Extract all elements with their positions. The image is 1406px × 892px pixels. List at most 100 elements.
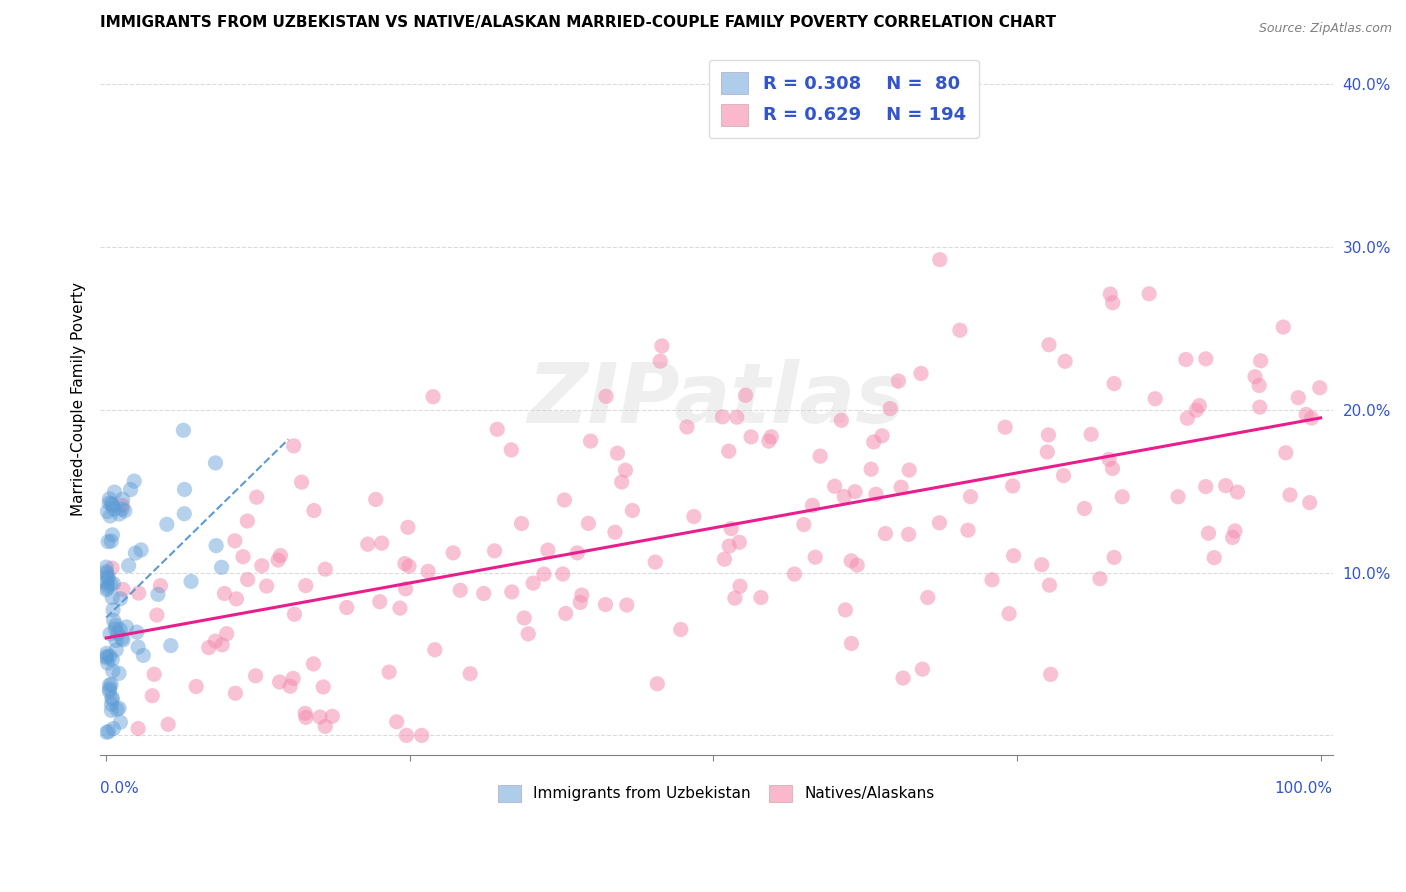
Point [294, 579, 316, 593]
Point [395, 728, 418, 742]
Point [1001, 479, 1024, 493]
Point [124, 546, 146, 560]
Point [1226, 485, 1249, 500]
Point [651, 339, 673, 353]
Point [173, 507, 195, 521]
Point [834, 603, 856, 617]
Point [1198, 526, 1220, 541]
Point [1167, 490, 1189, 504]
Point [98, 491, 121, 506]
Point [100, 497, 122, 511]
Point [1275, 446, 1298, 460]
Point [97, 534, 120, 549]
Point [101, 591, 124, 605]
Point [385, 714, 408, 729]
Point [368, 595, 391, 609]
Text: 0.0%: 0.0% [100, 780, 139, 796]
Point [120, 483, 142, 497]
Point [734, 388, 756, 402]
Point [314, 719, 336, 733]
Point [713, 552, 735, 566]
Point [501, 442, 523, 457]
Point [423, 642, 446, 657]
Point [114, 504, 136, 518]
Point [579, 434, 602, 448]
Point [501, 585, 523, 599]
Point [110, 623, 132, 637]
Point [846, 558, 869, 573]
Point [758, 434, 780, 448]
Point [101, 561, 124, 575]
Point [801, 499, 824, 513]
Point [1222, 531, 1244, 545]
Point [1215, 478, 1237, 492]
Point [101, 499, 124, 513]
Point [236, 514, 259, 528]
Point [100, 698, 122, 712]
Point [645, 677, 668, 691]
Point [101, 690, 124, 705]
Point [103, 502, 125, 516]
Point [96, 575, 118, 590]
Point [718, 539, 741, 553]
Point [1099, 287, 1122, 301]
Point [250, 558, 273, 573]
Point [127, 722, 149, 736]
Point [418, 564, 440, 578]
Point [1036, 445, 1059, 459]
Point [1249, 378, 1271, 392]
Point [472, 586, 495, 600]
Point [96, 651, 118, 665]
Point [97, 656, 120, 670]
Point [1272, 320, 1295, 334]
Point [172, 423, 194, 437]
Point [576, 516, 599, 531]
Point [157, 717, 180, 731]
Point [614, 463, 637, 477]
Point [1309, 381, 1331, 395]
Point [571, 588, 593, 602]
Point [1098, 452, 1121, 467]
Point [981, 573, 1004, 587]
Point [1137, 286, 1160, 301]
Text: ZIPatlas: ZIPatlas [527, 359, 905, 440]
Point [650, 354, 672, 368]
Point [283, 439, 305, 453]
Point [728, 579, 751, 593]
Text: IMMIGRANTS FROM UZBEKISTAN VS NATIVE/ALASKAN MARRIED-COUPLE FAMILY POVERTY CORRE: IMMIGRANTS FROM UZBEKISTAN VS NATIVE/ALA… [100, 15, 1056, 30]
Point [224, 686, 246, 700]
Point [211, 560, 233, 574]
Point [411, 728, 433, 742]
Point [394, 557, 416, 571]
Point [205, 539, 228, 553]
Point [98, 684, 121, 698]
Point [1177, 411, 1199, 425]
Point [761, 430, 783, 444]
Point [395, 582, 418, 596]
Point [724, 591, 747, 606]
Point [388, 601, 411, 615]
Point [314, 562, 336, 576]
Point [720, 522, 742, 536]
Point [804, 550, 827, 565]
Point [357, 537, 380, 551]
Point [100, 577, 122, 591]
Point [108, 507, 131, 521]
Point [96, 582, 118, 597]
Point [149, 579, 172, 593]
Point [890, 480, 912, 494]
Point [112, 632, 135, 647]
Point [1052, 468, 1074, 483]
Point [1054, 354, 1077, 368]
Point [1101, 461, 1123, 475]
Point [110, 591, 132, 606]
Point [513, 611, 536, 625]
Point [860, 462, 883, 476]
Point [111, 632, 134, 646]
Point [917, 591, 939, 605]
Point [105, 633, 128, 648]
Point [197, 640, 219, 655]
Point [793, 517, 815, 532]
Point [101, 528, 124, 542]
Point [98, 682, 121, 697]
